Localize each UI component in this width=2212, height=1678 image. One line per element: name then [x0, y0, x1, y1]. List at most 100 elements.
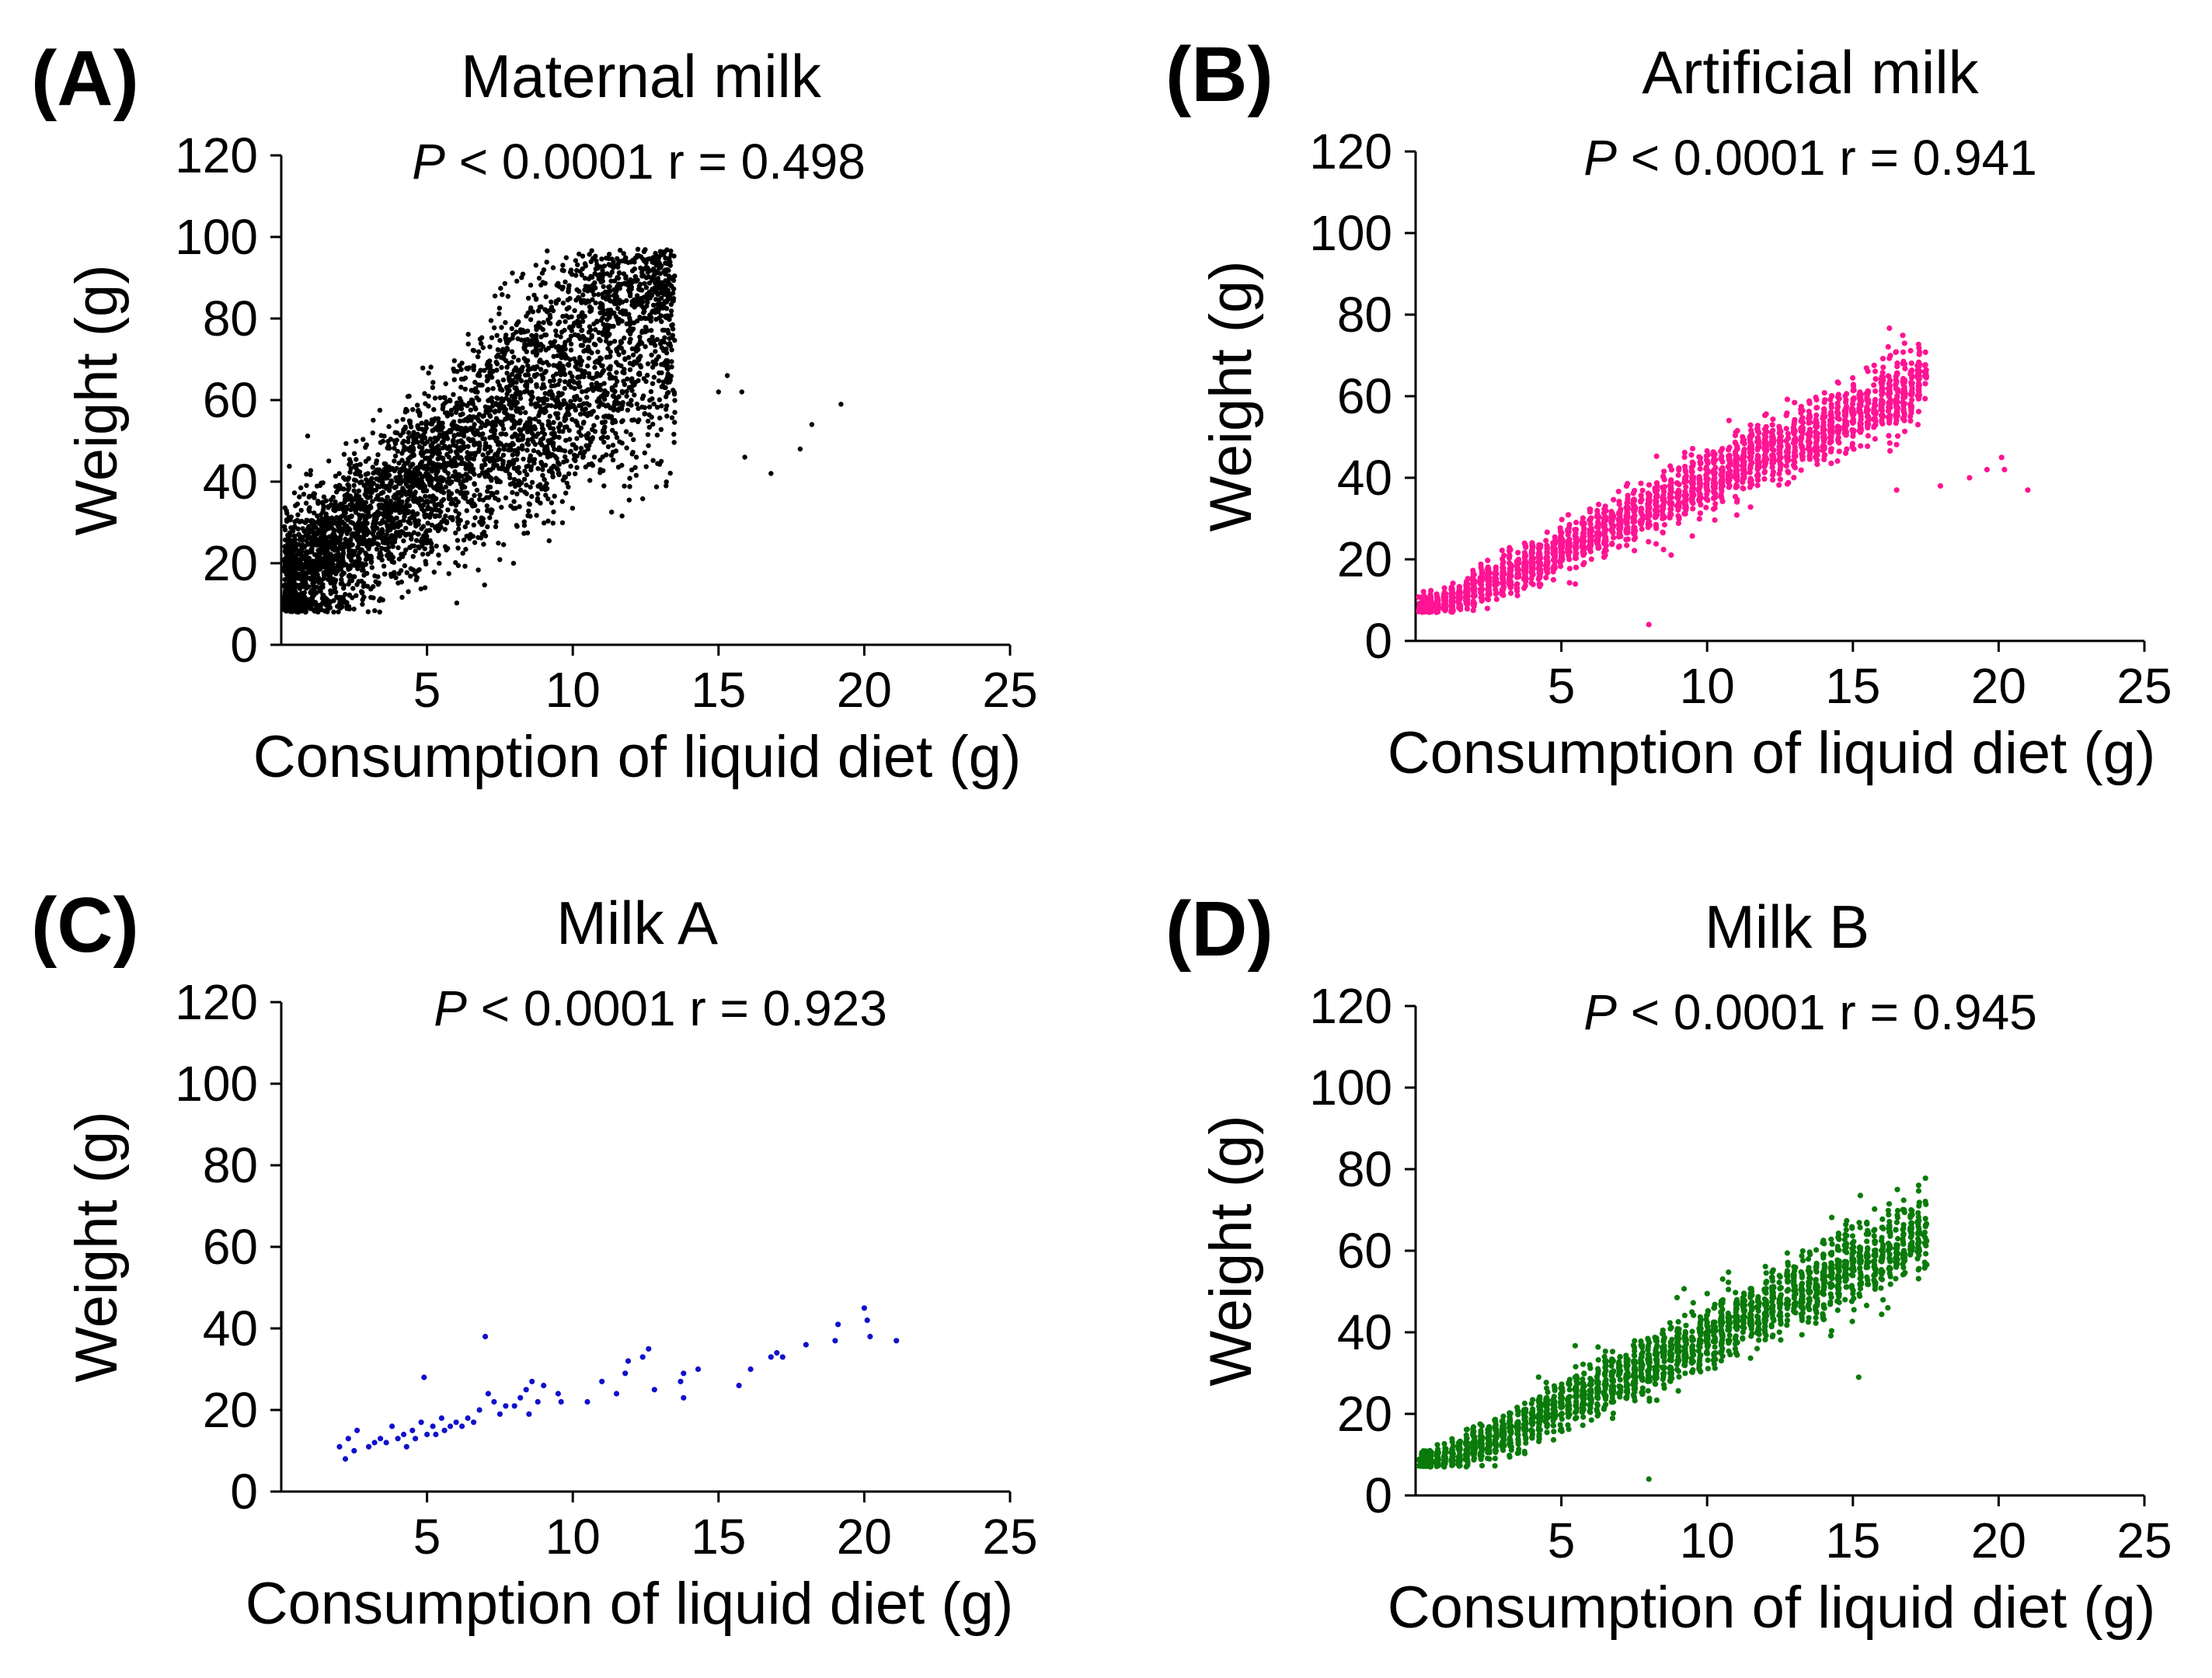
data-point: [487, 363, 493, 368]
data-point: [410, 407, 416, 413]
data-point: [372, 522, 378, 527]
data-point: [550, 374, 556, 379]
data-point: [532, 426, 538, 432]
data-point: [347, 485, 352, 490]
data-point: [415, 431, 420, 437]
data-point: [1689, 445, 1696, 452]
data-point: [555, 415, 561, 421]
data-point: [531, 447, 537, 454]
data-point: [521, 329, 527, 335]
data-point: [520, 443, 525, 448]
data-point: [587, 286, 593, 291]
data-point: [394, 515, 399, 520]
data-point: [518, 368, 524, 374]
data-point: [444, 520, 450, 526]
data-point: [509, 381, 515, 387]
data-point: [665, 366, 671, 372]
data-point: [343, 505, 348, 510]
data-point: [455, 439, 461, 444]
data-point: [475, 349, 482, 354]
data-point: [311, 533, 316, 538]
data-point: [1922, 349, 1928, 355]
data-point: [600, 278, 605, 284]
data-point: [1611, 496, 1617, 503]
data-point: [499, 364, 504, 371]
data-point: [664, 483, 669, 489]
data-point: [650, 381, 656, 386]
data-point: [384, 531, 389, 538]
data-point: [536, 419, 542, 424]
data-point: [493, 408, 498, 414]
data-point: [550, 473, 556, 479]
data-point: [563, 355, 568, 361]
data-point: [636, 355, 643, 360]
data-point: [535, 483, 541, 489]
data-point: [624, 393, 629, 399]
data-point: [1821, 390, 1827, 396]
data-point: [464, 508, 469, 513]
data-point: [329, 545, 334, 551]
data-point: [556, 467, 561, 472]
data-point: [472, 540, 478, 545]
data-point: [305, 433, 311, 439]
data-point: [479, 515, 484, 520]
data-point: [1865, 433, 1871, 439]
data-point: [507, 475, 513, 481]
data-point: [607, 293, 612, 299]
data-point: [528, 464, 534, 470]
data-point: [653, 484, 660, 489]
data-point: [568, 399, 573, 404]
data-point: [654, 336, 660, 343]
data-point: [524, 440, 530, 446]
data-point: [463, 472, 469, 477]
data-point: [471, 348, 477, 353]
data-point: [510, 489, 515, 496]
chart-title: Artificial milk: [1642, 38, 1979, 106]
data-point: [596, 360, 602, 366]
data-point: [417, 496, 423, 501]
x-tick-label: 25: [982, 662, 1037, 718]
data-point: [413, 497, 419, 503]
data-point: [386, 545, 392, 550]
data-point: [330, 536, 336, 542]
x-ticks: 5 10 15 20 25: [1548, 641, 2172, 714]
data-point: [462, 490, 468, 496]
data-point: [664, 261, 671, 266]
data-point: [399, 554, 406, 559]
data-point: [531, 433, 536, 438]
data-point: [397, 510, 402, 515]
data-point: [585, 387, 591, 392]
data-point: [568, 333, 574, 339]
data-point: [328, 520, 333, 526]
data-point: [424, 448, 430, 454]
data-point: [566, 305, 572, 311]
data-point: [481, 413, 486, 419]
data-point: [351, 488, 357, 493]
data-point: [549, 466, 554, 472]
data-point: [423, 534, 430, 540]
data-point: [635, 319, 640, 324]
data-point: [408, 566, 413, 572]
data-point: [643, 247, 648, 252]
data-point: [342, 500, 347, 505]
data-point: [485, 507, 490, 513]
data-point: [347, 593, 353, 598]
data-point: [399, 500, 405, 505]
data-point: [540, 375, 546, 381]
data-point: [554, 332, 559, 338]
data-point: [654, 290, 660, 295]
data-point: [551, 378, 556, 383]
data-point: [671, 392, 678, 397]
data-point: [426, 393, 431, 399]
data-point: [537, 410, 542, 416]
data-point: [337, 483, 343, 489]
data-point: [664, 394, 669, 399]
data-point: [474, 487, 480, 493]
data-point: [472, 493, 477, 498]
data-point: [651, 401, 657, 407]
data-point: [384, 552, 390, 559]
data-point: [580, 454, 586, 460]
data-point: [500, 377, 507, 383]
data-point: [347, 606, 352, 611]
data-point: [615, 261, 622, 266]
